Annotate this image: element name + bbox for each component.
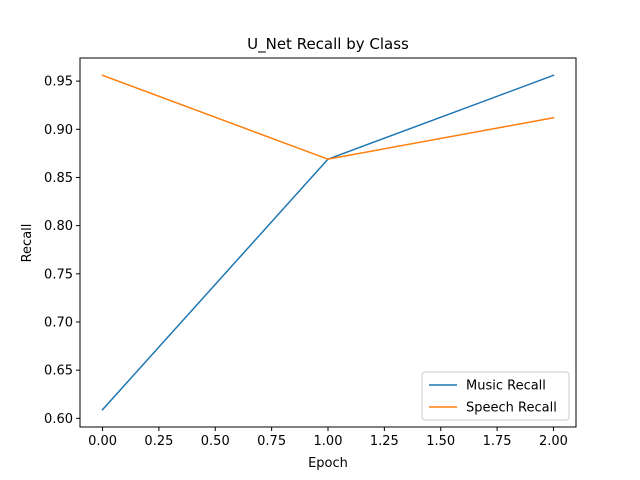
series-lines [101,74,555,411]
x-tick-label: 0.50 [201,434,230,449]
x-tick-label: 0.75 [257,434,286,449]
x-tick-label: 1.50 [426,434,455,449]
legend-label: Speech Recall [466,401,557,416]
x-tick-label: 1.00 [314,434,343,449]
x-axis: 0.00 0.25 0.50 0.75 1.00 1.25 1.50 1.75 2.00 [88,427,568,449]
axes-frame [79,57,577,428]
x-tick-label: 1.75 [483,434,512,449]
y-tick-label: 0.70 [44,315,73,330]
y-tick-label: 0.60 [44,412,73,427]
y-tick-label: 0.85 [44,171,73,186]
y-tick-label: 0.80 [44,219,73,234]
x-tick-label: 0.00 [88,434,117,449]
x-tick-label: 2.00 [539,434,568,449]
y-axis: 0.60 0.65 0.70 0.75 0.80 0.85 0.90 0.95 [44,75,80,427]
y-tick-label: 0.65 [44,364,73,379]
x-tick-label: 1.25 [370,434,399,449]
x-tick-label: 0.25 [144,434,173,449]
legend: Music Recall Speech Recall [421,371,570,421]
y-axis-label: Recall [20,224,35,263]
legend-box [421,371,570,421]
y-tick-label: 0.75 [44,267,73,282]
x-axis-label: Epoch [308,456,348,471]
y-tick-label: 0.90 [44,123,73,138]
legend-label: Music Recall [466,379,546,394]
series-line-speech-recall [101,74,555,160]
y-tick-label: 0.95 [44,75,73,90]
chart-title: U_Net Recall by Class [247,35,409,54]
